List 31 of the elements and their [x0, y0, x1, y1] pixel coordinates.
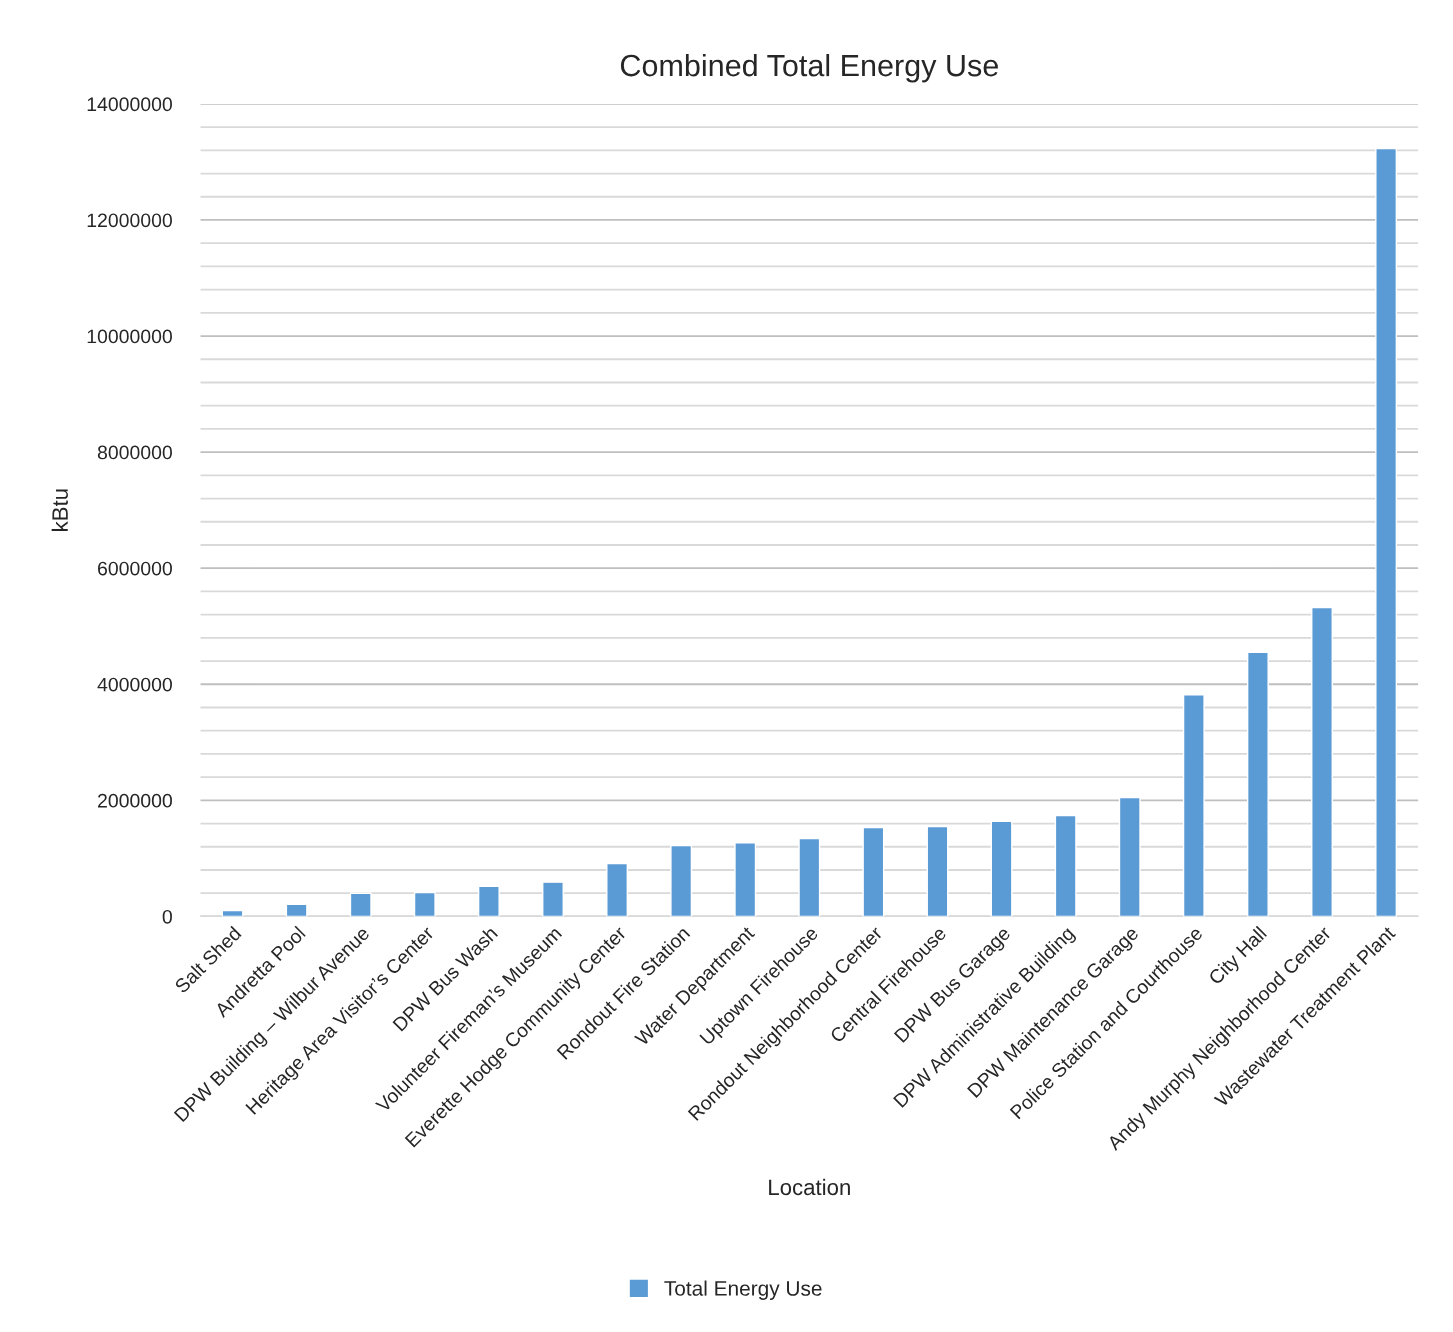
- y-tick-label: 4000000: [97, 677, 172, 692]
- bar: [798, 837, 821, 917]
- bar: [734, 842, 757, 917]
- bar: [1118, 796, 1141, 917]
- bar: [221, 909, 244, 917]
- y-tick-label: 2000000: [98, 793, 172, 808]
- x-axis-title: Location: [769, 1178, 850, 1196]
- bar: [862, 826, 885, 917]
- bar: [285, 903, 308, 917]
- bar: [670, 844, 693, 917]
- y-tick-label: 12000000: [87, 213, 172, 228]
- bar: [926, 825, 949, 917]
- bar: [1375, 147, 1398, 917]
- y-axis-title: kBtu: [51, 489, 68, 531]
- y-tick-label: 0: [162, 909, 172, 924]
- bar: [413, 891, 436, 917]
- bar: [990, 820, 1013, 917]
- bar: [477, 885, 500, 917]
- y-tick-label: 14000000: [87, 97, 172, 112]
- chart-title: Combined Total Energy Use: [620, 53, 998, 83]
- y-tick-label: 8000000: [97, 445, 172, 460]
- bar: [1246, 651, 1269, 917]
- bar: [1054, 814, 1077, 917]
- legend-label: Total Energy Use: [664, 1280, 822, 1300]
- bar: [606, 862, 629, 917]
- y-tick-label: 6000000: [98, 561, 172, 576]
- bar: [349, 892, 372, 917]
- y-tick-label: 10000000: [87, 329, 172, 344]
- bar: [1182, 694, 1205, 917]
- bar: [542, 881, 564, 917]
- bar: [1311, 606, 1333, 917]
